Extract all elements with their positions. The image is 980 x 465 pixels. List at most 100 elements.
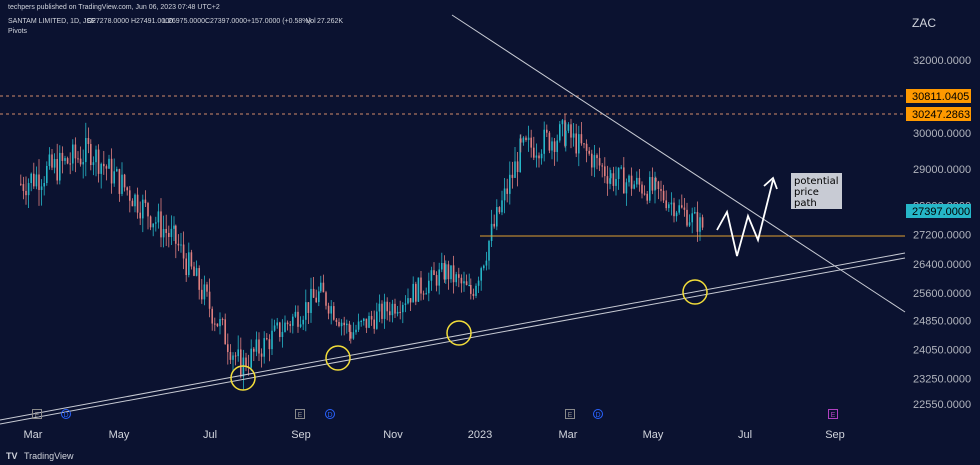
arrowhead-icon xyxy=(763,176,778,190)
candle xyxy=(66,156,69,165)
candle xyxy=(136,187,139,219)
footer-brand: TradingView xyxy=(24,451,74,461)
svg-text:D: D xyxy=(63,412,68,419)
candle xyxy=(480,266,482,291)
candle xyxy=(588,147,590,156)
svg-text:E: E xyxy=(568,412,573,419)
candle xyxy=(540,149,543,165)
candle xyxy=(638,169,641,192)
candle xyxy=(370,310,373,326)
candle xyxy=(583,142,585,149)
candle xyxy=(177,234,180,252)
candle xyxy=(297,305,299,333)
volume-value: 27.262K xyxy=(317,18,343,25)
candle xyxy=(348,320,351,341)
price-tick-label: 27200.0000 xyxy=(913,230,971,242)
ascending-trend-line-upper[interactable] xyxy=(0,252,906,421)
candle xyxy=(195,260,198,277)
candle xyxy=(678,199,680,215)
svg-text:E: E xyxy=(35,412,40,419)
candle xyxy=(601,163,603,178)
earnings-event-icon[interactable]: E xyxy=(565,409,575,420)
candle xyxy=(33,162,35,189)
candle xyxy=(593,144,596,178)
candle xyxy=(322,274,325,293)
candle xyxy=(433,262,435,276)
candle xyxy=(53,153,56,174)
candle xyxy=(696,201,699,242)
candle xyxy=(516,152,519,187)
descending-trend-line[interactable] xyxy=(451,14,906,313)
candle xyxy=(694,207,696,215)
ohlc-c-label: C xyxy=(205,18,210,25)
candle xyxy=(394,298,396,318)
candle xyxy=(477,276,480,294)
candle xyxy=(447,260,450,290)
candle xyxy=(630,167,633,196)
potential-path-arrow[interactable] xyxy=(716,179,774,257)
candle xyxy=(381,300,383,324)
candle xyxy=(633,180,635,190)
annotation-box[interactable] xyxy=(791,173,842,209)
candle xyxy=(170,215,173,246)
candle xyxy=(435,271,438,292)
time-tick-label: May xyxy=(109,429,130,441)
time-tick-label: Mar xyxy=(559,429,578,441)
candle xyxy=(110,148,113,194)
dividend-event-icon[interactable]: D xyxy=(61,409,71,420)
candle xyxy=(30,172,32,192)
candle xyxy=(253,346,255,361)
candle xyxy=(266,333,268,341)
dividend-event-icon[interactable]: D xyxy=(593,409,603,420)
candle xyxy=(72,139,74,171)
annotation-line-1: potential xyxy=(794,176,838,187)
ohlc-h-value: 27491.0000 xyxy=(136,18,173,25)
candle xyxy=(686,202,688,228)
candle xyxy=(570,118,572,149)
candle xyxy=(279,321,281,342)
candle xyxy=(327,302,330,320)
time-tick-label: May xyxy=(643,429,664,441)
candle xyxy=(376,302,378,330)
candle xyxy=(551,137,553,160)
ascending-trend-line-lower[interactable] xyxy=(0,257,906,425)
candle xyxy=(441,252,443,273)
candle xyxy=(346,319,348,334)
candle xyxy=(463,271,465,292)
candle xyxy=(561,119,564,137)
earnings-event-icon[interactable]: E xyxy=(828,409,838,420)
candle xyxy=(475,283,477,299)
candle xyxy=(422,290,425,300)
candle xyxy=(193,261,195,277)
candle xyxy=(396,305,399,317)
ohlc-c-value: 27397.0000 xyxy=(210,18,247,25)
candle xyxy=(168,225,170,248)
last-price-tag-text: 27397.0000 xyxy=(912,206,970,218)
candle xyxy=(490,209,493,247)
candle xyxy=(402,302,404,324)
candle xyxy=(506,178,508,203)
candle xyxy=(224,313,226,345)
time-axis[interactable]: Mar May Jul Sep Nov 2023 Mar May Jul Sep xyxy=(24,429,845,441)
ohlc-o-value: 27278.0000 xyxy=(92,18,129,25)
earnings-event-icon[interactable]: E xyxy=(295,409,305,420)
candle xyxy=(535,143,538,168)
candle xyxy=(533,136,535,161)
candle xyxy=(77,151,79,163)
candle xyxy=(530,129,532,158)
candle xyxy=(302,315,304,331)
candle xyxy=(546,124,548,138)
candle xyxy=(227,333,229,365)
price-scale[interactable]: 22550.0000 23250.0000 24050.0000 24850.0000… xyxy=(913,55,971,411)
candle xyxy=(175,224,177,259)
candle xyxy=(662,184,665,203)
candle xyxy=(103,151,105,175)
candle xyxy=(69,152,71,175)
dividend-event-icon[interactable]: D xyxy=(325,409,335,420)
earnings-event-icon[interactable]: E xyxy=(32,409,42,420)
candle xyxy=(292,313,294,334)
